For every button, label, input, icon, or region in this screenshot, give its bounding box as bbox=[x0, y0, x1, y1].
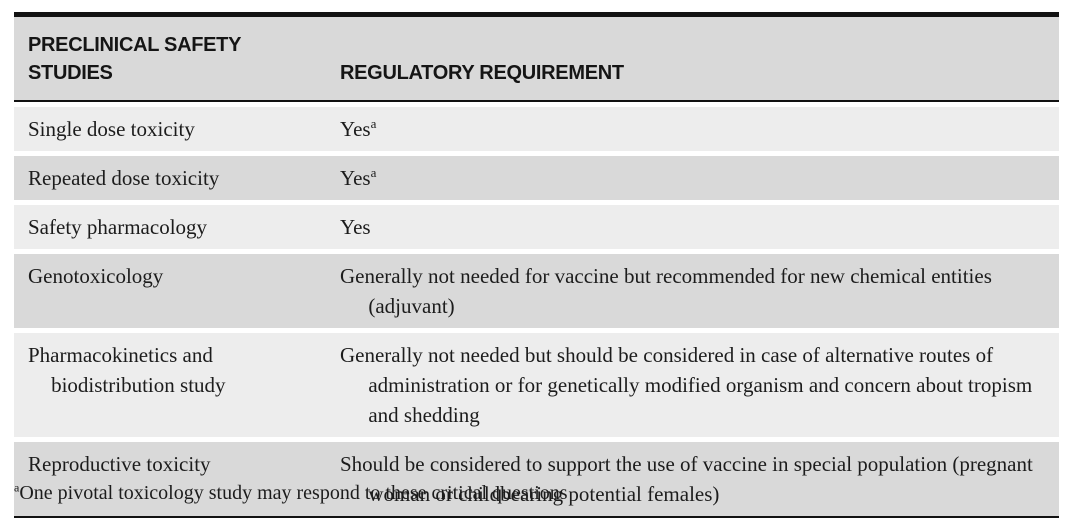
table-row: Reproductive toxicity Should be consider… bbox=[14, 441, 1059, 516]
table-row: Repeated dose toxicity Yesa bbox=[14, 155, 1059, 200]
requirement-cell: Yesa bbox=[340, 163, 1045, 193]
requirement-text: Yes bbox=[340, 214, 371, 239]
study-text: Safety pharmacology bbox=[28, 214, 208, 239]
study-text: Genotoxicology bbox=[28, 263, 164, 288]
table-header-row: PRECLINICAL SAFETY STUDIES REGULATORY RE… bbox=[14, 17, 1059, 102]
study-cell: Pharmacokinetics and biodistribution stu… bbox=[28, 340, 340, 430]
study-cell: Repeated dose toxicity bbox=[28, 163, 340, 193]
table-row: Genotoxicology Generally not needed for … bbox=[14, 253, 1059, 328]
footnote-marker: a bbox=[370, 115, 377, 131]
footnote-marker: a bbox=[370, 164, 377, 180]
preclinical-safety-table: PRECLINICAL SAFETY STUDIES REGULATORY RE… bbox=[14, 12, 1059, 518]
table-footnote: aOne pivotal toxicology study may respon… bbox=[14, 480, 1059, 506]
column-header-label: PRECLINICAL SAFETY STUDIES bbox=[28, 34, 241, 85]
study-cell: Genotoxicology bbox=[28, 261, 340, 321]
requirement-cell: Should be considered to support the use … bbox=[340, 449, 1045, 509]
requirement-cell: Generally not needed for vaccine but rec… bbox=[340, 261, 1045, 321]
study-text: Single dose toxicity bbox=[28, 116, 195, 141]
table-row: Pharmacokinetics and biodistribution stu… bbox=[14, 332, 1059, 437]
study-text: Pharmacokinetics and biodistribution stu… bbox=[28, 342, 226, 397]
table-row: Single dose toxicity Yesa bbox=[14, 106, 1059, 151]
study-cell: Safety pharmacology bbox=[28, 212, 340, 242]
study-cell: Reproductive toxicity bbox=[28, 449, 340, 509]
column-header-label: REGULATORY REQUIREMENT bbox=[340, 62, 624, 85]
requirement-text: Generally not needed for vaccine but rec… bbox=[340, 263, 992, 318]
column-header-regulatory-requirement: REGULATORY REQUIREMENT bbox=[340, 59, 1045, 87]
requirement-cell: Yes bbox=[340, 212, 1045, 242]
table-bottom-rule bbox=[14, 515, 1059, 518]
requirement-text: Generally not needed but should be consi… bbox=[340, 342, 1033, 427]
footnote-marker: a bbox=[14, 480, 20, 495]
study-text: Reproductive toxicity bbox=[28, 451, 211, 476]
footnote-text: One pivotal toxicology study may respond… bbox=[19, 482, 568, 504]
study-cell: Single dose toxicity bbox=[28, 114, 340, 144]
requirement-text: Yes bbox=[340, 116, 371, 141]
requirement-text: Should be considered to support the use … bbox=[340, 451, 1033, 506]
study-text: Repeated dose toxicity bbox=[28, 165, 220, 190]
table-row: Safety pharmacology Yes bbox=[14, 204, 1059, 249]
requirement-text: Yes bbox=[340, 165, 371, 190]
requirement-cell: Yesa bbox=[340, 114, 1045, 144]
requirement-cell: Generally not needed but should be consi… bbox=[340, 340, 1045, 430]
column-header-preclinical-safety-studies: PRECLINICAL SAFETY STUDIES bbox=[28, 31, 340, 88]
